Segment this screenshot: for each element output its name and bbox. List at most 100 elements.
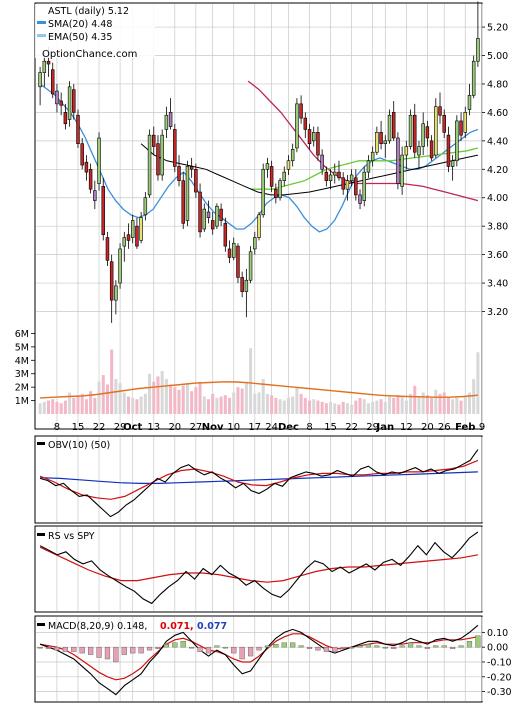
candle-body bbox=[328, 174, 333, 181]
macd-hist-bar bbox=[416, 645, 422, 648]
candle-body bbox=[46, 60, 51, 65]
volume-bar bbox=[249, 348, 253, 414]
macd-hist-bar bbox=[315, 646, 321, 651]
macd-hist-bar bbox=[205, 646, 212, 654]
macd-tick-label: -0.30 bbox=[487, 687, 512, 698]
volume-tick-label: 2M bbox=[15, 383, 29, 394]
volume-bar bbox=[303, 397, 307, 414]
macd-hist-bar bbox=[247, 646, 254, 657]
volume-bar bbox=[337, 404, 341, 414]
volume-bar bbox=[219, 396, 223, 414]
macd-hist-bar bbox=[113, 646, 119, 663]
candle-body bbox=[143, 197, 148, 216]
volume-bar bbox=[257, 392, 261, 414]
volume-bar bbox=[202, 396, 206, 414]
volume-bar bbox=[333, 403, 337, 414]
volume-bar bbox=[442, 392, 446, 414]
candle-body bbox=[227, 248, 232, 258]
candle-body bbox=[109, 261, 114, 301]
volume-bar bbox=[185, 383, 189, 414]
volume-bar bbox=[118, 383, 122, 414]
macd-hist-bar bbox=[104, 646, 111, 660]
volume-bar bbox=[396, 395, 400, 414]
volume-bar bbox=[265, 393, 269, 414]
macd-hist-bar bbox=[391, 646, 397, 649]
volume-bar bbox=[329, 401, 333, 414]
macd-hist-bar bbox=[281, 642, 287, 648]
price-tick-label: 5.00 bbox=[487, 51, 508, 62]
candle-body bbox=[476, 38, 480, 62]
candle-body bbox=[358, 194, 362, 204]
candle-body bbox=[442, 114, 446, 133]
candle-body bbox=[438, 106, 442, 116]
macd-hist-bar bbox=[323, 646, 329, 652]
candle-body bbox=[152, 134, 156, 147]
macd-hist-bar bbox=[79, 646, 85, 654]
volume-bar bbox=[430, 397, 434, 414]
macd-histogram bbox=[37, 635, 481, 663]
volume-bar bbox=[350, 404, 354, 414]
macd-hist-bar bbox=[357, 645, 363, 648]
macd-hist-bar bbox=[163, 644, 169, 648]
candle-body bbox=[295, 103, 299, 149]
x-tick-label: Oct bbox=[123, 422, 142, 433]
x-tick-label: 15 bbox=[72, 422, 85, 433]
obv-signal2-line bbox=[40, 471, 478, 484]
candle-body bbox=[181, 180, 185, 224]
x-tick-label: Nov bbox=[202, 422, 224, 433]
candle-body bbox=[223, 223, 228, 247]
macd-hist-bar bbox=[88, 646, 94, 655]
macd-hist-bar bbox=[298, 645, 304, 648]
volume-bar bbox=[97, 381, 101, 414]
volume-bar bbox=[446, 396, 450, 414]
macd-signal-value: 0.071, bbox=[160, 621, 194, 632]
volume-bar bbox=[76, 395, 80, 414]
volume-bar bbox=[472, 379, 476, 414]
x-tick-label: 26 bbox=[438, 422, 451, 433]
macd-hist-bar bbox=[273, 644, 279, 648]
indicator-lines bbox=[39, 449, 479, 696]
volume-bar bbox=[451, 399, 455, 414]
macd-hist-bar bbox=[130, 646, 136, 654]
candle-body bbox=[118, 248, 122, 284]
macd-tick-label: 0.10 bbox=[487, 628, 508, 639]
volume-bar bbox=[122, 392, 126, 414]
rs-legend: RS vs SPY bbox=[37, 531, 95, 542]
candle-body bbox=[400, 154, 404, 187]
volume-bar bbox=[177, 389, 181, 414]
macd-hist-bar bbox=[62, 646, 68, 652]
macd-hist-bar bbox=[256, 646, 262, 651]
macd-hist-bar bbox=[172, 642, 178, 648]
macd-hist-bar bbox=[146, 646, 153, 651]
candle-body bbox=[446, 134, 451, 167]
volume-bar bbox=[89, 391, 93, 414]
macd-hist-bar bbox=[433, 645, 439, 648]
price-tick-label: 4.00 bbox=[487, 193, 508, 204]
price-tick-label: 3.80 bbox=[487, 222, 508, 233]
volume-bar bbox=[455, 397, 459, 414]
macd-hist-bar bbox=[340, 646, 346, 649]
x-tick-label: 9 bbox=[479, 422, 485, 433]
macd-hist-value: 0.077 bbox=[197, 621, 227, 632]
candle-body bbox=[130, 220, 135, 238]
candle-body bbox=[206, 211, 211, 218]
x-tick-label: Feb bbox=[455, 422, 475, 433]
obv-signal1-line bbox=[39, 459, 479, 500]
volume-bar bbox=[316, 400, 320, 414]
volume-bar bbox=[417, 396, 421, 414]
volume-bars bbox=[38, 348, 480, 414]
macd-hist-bar bbox=[189, 646, 195, 649]
macd-hist-bar bbox=[458, 645, 464, 648]
candle-body bbox=[93, 190, 97, 201]
candle-body bbox=[84, 161, 89, 173]
volume-bar bbox=[47, 400, 51, 414]
candle-body bbox=[101, 186, 105, 236]
candle-body bbox=[337, 171, 341, 179]
macd-hist-bar bbox=[45, 646, 52, 649]
volume-bar bbox=[371, 401, 375, 414]
volume-bar bbox=[135, 399, 139, 414]
macd-hist-bar bbox=[155, 646, 161, 649]
macd-hist-bar bbox=[306, 646, 313, 649]
candle-body bbox=[459, 120, 463, 136]
candle-body bbox=[341, 177, 345, 190]
